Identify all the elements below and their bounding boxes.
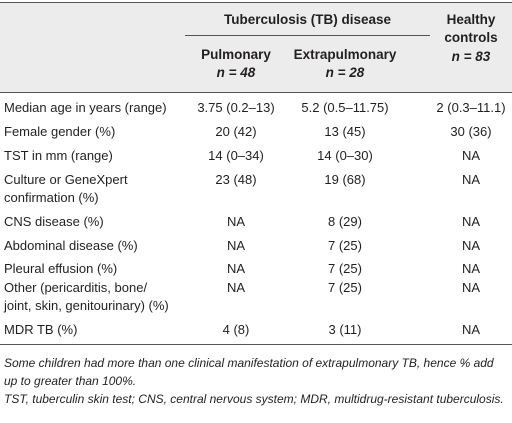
- row-label: Abdominal disease (%): [4, 238, 138, 253]
- row-label: TST in mm (range): [4, 148, 113, 163]
- table-cell: 7 (25): [328, 261, 362, 276]
- table-cell: 8 (29): [328, 214, 362, 229]
- column-n: n = 28: [325, 65, 365, 80]
- column-header: Extrapulmonary: [293, 47, 397, 62]
- bottom-rule: [0, 344, 512, 345]
- table-cell: 7 (25): [328, 280, 362, 295]
- table-cell: NA: [226, 238, 246, 253]
- column-header: Pulmonary: [201, 47, 271, 62]
- header-rule: [0, 92, 512, 93]
- header-background: [0, 2, 512, 93]
- table-cell: NA: [226, 214, 246, 229]
- column-n: n = 48: [216, 65, 256, 80]
- footnote: TST, tuberculin skin test; CNS, central …: [4, 392, 504, 406]
- table-cell: NA: [461, 238, 481, 253]
- row-label: Pleural effusion (%): [4, 261, 118, 276]
- table-cell: 14 (0–34): [208, 148, 264, 163]
- column-n: n = 83: [451, 49, 491, 64]
- row-label: Female gender (%): [4, 124, 116, 139]
- group-header: Tuberculosis (TB) disease: [223, 12, 392, 27]
- row-label: MDR TB (%): [4, 322, 78, 337]
- table-cell: 23 (48): [215, 172, 257, 187]
- row-label: CNS disease (%): [4, 214, 104, 229]
- table-cell: 2 (0.3–11.1): [436, 100, 506, 115]
- table-cell: NA: [461, 172, 481, 187]
- table-cell: 20 (42): [215, 124, 257, 139]
- table-cell: NA: [461, 214, 481, 229]
- table-cell: 5.2 (0.5–11.75): [301, 100, 389, 115]
- table-cell: 13 (45): [324, 124, 366, 139]
- column-header: Healthy controls: [444, 12, 498, 45]
- table-cell: 4 (8): [222, 322, 250, 337]
- table-cell: 7 (25): [328, 238, 362, 253]
- table-cell: NA: [461, 322, 481, 337]
- group-rule: [185, 35, 430, 36]
- row-label: Culture or GeneXpert confirmation (%): [4, 172, 128, 205]
- table-cell: 30 (36): [450, 124, 492, 139]
- table-cell: 14 (0–30): [317, 148, 373, 163]
- top-rule: [0, 2, 512, 3]
- row-label: Other (pericarditis, bone/ joint, skin, …: [4, 280, 169, 313]
- table-cell: NA: [226, 261, 246, 276]
- table-cell: 3 (11): [328, 322, 362, 337]
- row-label: Median age in years (range): [4, 100, 167, 115]
- table-cell: NA: [461, 148, 481, 163]
- table-cell: NA: [226, 280, 246, 295]
- table-cell: 3.75 (0.2–13): [197, 100, 275, 115]
- table-cell: NA: [461, 280, 481, 295]
- table-cell: NA: [461, 261, 481, 276]
- footnote: Some children had more than one clinical…: [4, 356, 494, 388]
- table-cell: 19 (68): [324, 172, 366, 187]
